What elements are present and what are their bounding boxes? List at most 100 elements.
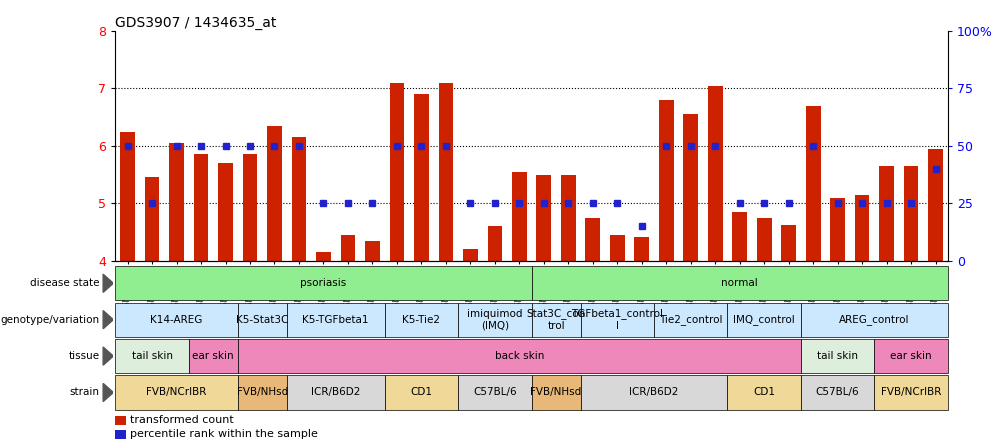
Bar: [531, 302, 580, 337]
Text: disease state: disease state: [30, 278, 99, 288]
Bar: [365, 241, 380, 261]
Bar: [731, 212, 746, 261]
Bar: [903, 166, 918, 261]
Bar: [487, 226, 502, 261]
Bar: [115, 430, 125, 439]
Text: K5-TGFbeta1: K5-TGFbeta1: [303, 315, 369, 325]
Bar: [237, 339, 801, 373]
Bar: [115, 339, 188, 373]
Bar: [682, 114, 697, 261]
Text: percentile rank within the sample: percentile rank within the sample: [130, 429, 318, 439]
Text: FVB/NCrIBR: FVB/NCrIBR: [146, 388, 206, 397]
Text: back skin: back skin: [494, 351, 543, 361]
Bar: [193, 155, 208, 261]
Bar: [634, 237, 648, 261]
Bar: [287, 375, 385, 410]
Text: strain: strain: [70, 388, 99, 397]
Text: K14-AREG: K14-AREG: [150, 315, 202, 325]
Bar: [458, 302, 531, 337]
Bar: [830, 198, 844, 261]
Bar: [115, 375, 237, 410]
Bar: [463, 249, 477, 261]
Bar: [609, 235, 624, 261]
Text: GDS3907 / 1434635_at: GDS3907 / 1434635_at: [115, 16, 277, 30]
Text: Stat3C_con
trol: Stat3C_con trol: [526, 309, 585, 331]
Text: K5-Tie2: K5-Tie2: [402, 315, 440, 325]
Text: tail skin: tail skin: [131, 351, 172, 361]
Bar: [707, 86, 721, 261]
Bar: [511, 172, 526, 261]
Bar: [115, 416, 125, 425]
Bar: [414, 94, 428, 261]
Bar: [801, 375, 874, 410]
Bar: [115, 302, 237, 337]
Bar: [801, 339, 874, 373]
Bar: [144, 178, 159, 261]
Bar: [805, 106, 820, 261]
Text: psoriasis: psoriasis: [300, 278, 347, 288]
Bar: [341, 235, 355, 261]
Bar: [242, 155, 258, 261]
Bar: [531, 266, 947, 301]
Text: tail skin: tail skin: [817, 351, 858, 361]
Bar: [458, 375, 531, 410]
Bar: [874, 375, 947, 410]
Bar: [757, 218, 771, 261]
Bar: [120, 131, 135, 261]
Text: CD1: CD1: [753, 388, 775, 397]
Bar: [267, 126, 282, 261]
Text: ICR/B6D2: ICR/B6D2: [311, 388, 360, 397]
Bar: [218, 163, 232, 261]
Text: Tie2_control: Tie2_control: [658, 314, 721, 325]
Bar: [438, 83, 453, 261]
Bar: [580, 375, 726, 410]
Bar: [292, 137, 306, 261]
Bar: [316, 252, 331, 261]
Text: C57BL/6: C57BL/6: [815, 388, 859, 397]
Bar: [188, 339, 237, 373]
Text: K5-Stat3C: K5-Stat3C: [235, 315, 289, 325]
Bar: [237, 375, 287, 410]
Text: IMQ_control: IMQ_control: [732, 314, 795, 325]
Text: AREG_control: AREG_control: [839, 314, 909, 325]
Text: tissue: tissue: [68, 351, 99, 361]
Text: FVB/NCrIBR: FVB/NCrIBR: [880, 388, 940, 397]
Text: CD1: CD1: [410, 388, 432, 397]
Bar: [585, 218, 599, 261]
Bar: [115, 266, 531, 301]
Bar: [879, 166, 893, 261]
Bar: [653, 302, 726, 337]
Polygon shape: [103, 274, 113, 292]
Text: FVB/NHsd: FVB/NHsd: [530, 388, 581, 397]
Text: ear skin: ear skin: [192, 351, 233, 361]
Bar: [801, 302, 947, 337]
Bar: [927, 149, 942, 261]
Text: FVB/NHsd: FVB/NHsd: [236, 388, 288, 397]
Text: transformed count: transformed count: [130, 416, 233, 425]
Bar: [874, 339, 947, 373]
Bar: [531, 375, 580, 410]
Bar: [536, 174, 551, 261]
Text: imiquimod
(IMQ): imiquimod (IMQ): [467, 309, 522, 330]
Bar: [385, 375, 458, 410]
Bar: [726, 375, 801, 410]
Bar: [658, 100, 673, 261]
Text: C57BL/6: C57BL/6: [473, 388, 516, 397]
Bar: [560, 174, 575, 261]
Text: genotype/variation: genotype/variation: [1, 315, 99, 325]
Text: TGFbeta1_control
l: TGFbeta1_control l: [571, 309, 662, 331]
Polygon shape: [103, 384, 113, 401]
Bar: [781, 225, 796, 261]
Text: ear skin: ear skin: [890, 351, 931, 361]
Polygon shape: [103, 311, 113, 329]
Text: normal: normal: [720, 278, 758, 288]
Bar: [385, 302, 458, 337]
Bar: [389, 83, 404, 261]
Text: ICR/B6D2: ICR/B6D2: [628, 388, 678, 397]
Bar: [854, 194, 869, 261]
Bar: [169, 143, 183, 261]
Polygon shape: [103, 347, 113, 365]
Bar: [237, 302, 287, 337]
Bar: [287, 302, 385, 337]
Bar: [580, 302, 653, 337]
